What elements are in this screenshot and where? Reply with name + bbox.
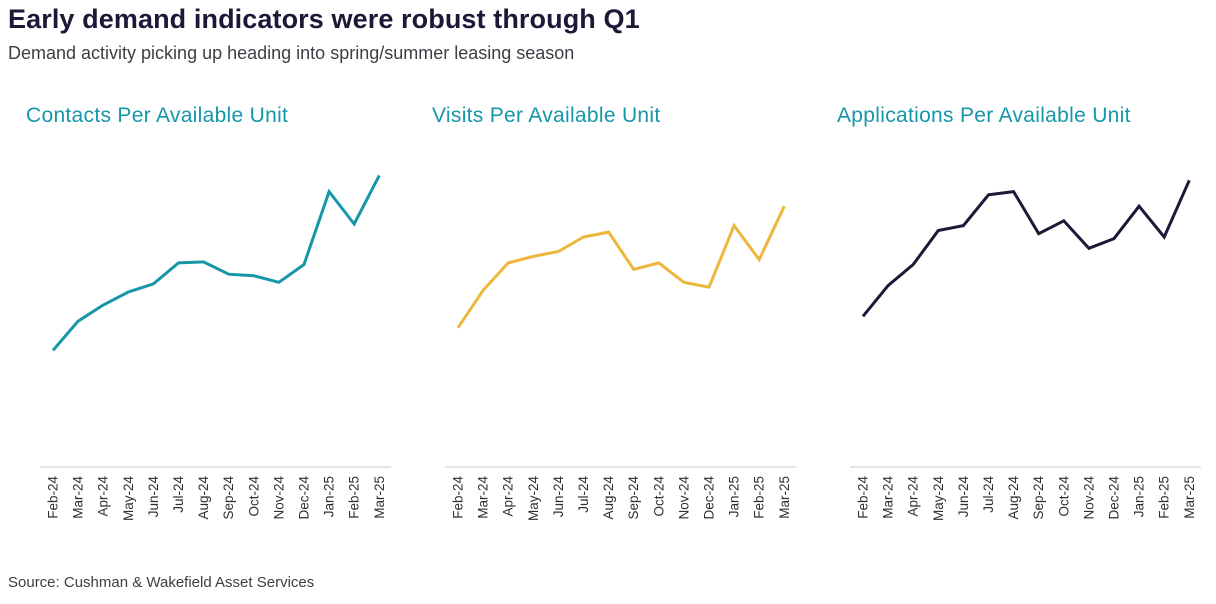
- series-line-applications: [861, 179, 1191, 318]
- x-tick-label-visits: Mar-25: [777, 476, 792, 519]
- panel-title-contacts: Contacts Per Available Unit: [26, 104, 289, 127]
- x-tick-label-visits: Jan-25: [727, 476, 742, 517]
- x-tick-label-applications: Jan-25: [1132, 476, 1147, 517]
- chart-contacts: Feb-24 Mar-24 Apr-24 May-24 Jun-24 Jul-24 Aug-…: [40, 174, 391, 522]
- chart-visits: Feb-24 Mar-24 Apr-24 May-24 Jun-24 Jul-24 Aug-…: [445, 205, 796, 522]
- x-tick-label-visits: Apr-24: [501, 476, 516, 517]
- x-tick-label-contacts: Jan-25: [322, 476, 337, 517]
- x-tick-label-applications: Jul-24: [981, 476, 996, 513]
- x-tick-label-visits: Feb-24: [451, 476, 466, 519]
- x-tick-label-visits: Feb-25: [752, 476, 767, 519]
- chart-title: Early demand indicators were robust thro…: [8, 4, 640, 34]
- x-tick-label-contacts: Feb-25: [347, 476, 362, 519]
- x-tick-label-applications: May-24: [931, 476, 946, 522]
- x-tick-label-contacts: Aug-24: [196, 476, 211, 520]
- x-tick-label-contacts: May-24: [121, 476, 136, 522]
- x-tick-label-visits: Aug-24: [601, 476, 616, 520]
- x-tick-label-visits: Mar-24: [476, 476, 491, 519]
- series-line-contacts: [51, 174, 381, 352]
- x-tick-label-applications: Jun-24: [956, 476, 971, 518]
- x-tick-label-applications: Aug-24: [1006, 476, 1021, 520]
- x-tick-label-applications: Sep-24: [1031, 476, 1046, 520]
- x-tick-label-contacts: Oct-24: [246, 476, 261, 517]
- x-tick-label-contacts: Apr-24: [96, 476, 111, 517]
- x-tick-label-visits: Oct-24: [651, 476, 666, 517]
- x-tick-label-contacts: Dec-24: [297, 476, 312, 520]
- x-tick-label-contacts: Sep-24: [221, 476, 236, 520]
- x-tick-label-applications: Oct-24: [1056, 476, 1071, 517]
- chart-applications: Feb-24 Mar-24 Apr-24 May-24 Jun-24 Jul-24 Aug-…: [850, 179, 1201, 522]
- x-tick-label-contacts: Jun-24: [146, 476, 161, 518]
- x-tick-label-visits: Jul-24: [576, 476, 591, 513]
- chart-subtitle: Demand activity picking up heading into …: [8, 43, 575, 63]
- x-tick-label-visits: Nov-24: [676, 476, 691, 520]
- x-tick-label-applications: Mar-24: [881, 476, 896, 519]
- x-tick-label-visits: Jun-24: [551, 476, 566, 518]
- x-tick-label-contacts: Feb-24: [46, 476, 61, 519]
- x-tick-label-contacts: Mar-24: [71, 476, 86, 519]
- x-tick-label-applications: Feb-25: [1157, 476, 1172, 519]
- source-note: Source: Cushman & Wakefield Asset Servic…: [8, 574, 315, 591]
- x-tick-label-applications: Dec-24: [1107, 476, 1122, 520]
- panel-title-visits: Visits Per Available Unit: [432, 104, 661, 127]
- x-tick-label-applications: Apr-24: [906, 476, 921, 517]
- x-tick-label-visits: Sep-24: [626, 476, 641, 520]
- x-tick-label-applications: Feb-24: [856, 476, 871, 519]
- x-tick-label-applications: Nov-24: [1081, 476, 1096, 520]
- panel-title-applications: Applications Per Available Unit: [837, 104, 1131, 127]
- x-tick-label-contacts: Jul-24: [171, 476, 186, 513]
- x-tick-label-contacts: Nov-24: [271, 476, 286, 520]
- x-tick-label-contacts: Mar-25: [372, 476, 387, 519]
- x-tick-label-applications: Mar-25: [1182, 476, 1197, 519]
- x-tick-label-visits: Dec-24: [702, 476, 717, 520]
- x-tick-label-visits: May-24: [526, 476, 541, 522]
- series-line-visits: [456, 205, 786, 329]
